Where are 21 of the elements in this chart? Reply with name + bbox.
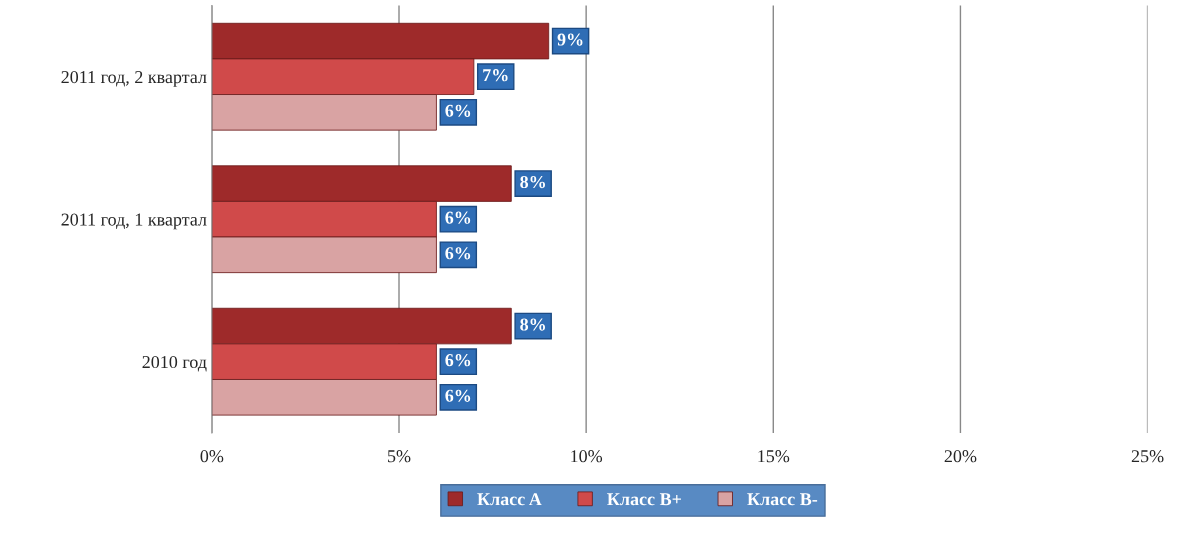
data-label: 6% bbox=[445, 247, 471, 260]
data-label: 6% bbox=[445, 211, 471, 224]
x-tick-label: 15% bbox=[758, 450, 790, 463]
data-label: 6% bbox=[445, 389, 471, 402]
x-tick-label: 20% bbox=[944, 450, 977, 463]
data-label: 9% bbox=[557, 33, 583, 46]
legend-label: Класс B- bbox=[747, 493, 818, 506]
y-tick-label: 2010 год bbox=[142, 355, 207, 372]
data-label: 6% bbox=[445, 104, 471, 117]
legend-label: Класс A bbox=[477, 493, 542, 506]
x-tick-label: 25% bbox=[1131, 450, 1164, 463]
data-label: 7% bbox=[483, 69, 508, 82]
data-label: 8% bbox=[520, 175, 546, 189]
y-tick-label: 2011 год, 2 квартал bbox=[61, 70, 207, 87]
legend-label: Класс B+ bbox=[607, 493, 681, 506]
x-tick-label: 5% bbox=[388, 450, 411, 463]
data-label: 6% bbox=[445, 354, 471, 367]
x-tick-label: 0% bbox=[200, 450, 224, 463]
data-label: 8% bbox=[520, 318, 546, 331]
y-tick-label: 2011 год, 1 квартал bbox=[61, 213, 207, 230]
x-tick-label: 10% bbox=[571, 450, 603, 463]
